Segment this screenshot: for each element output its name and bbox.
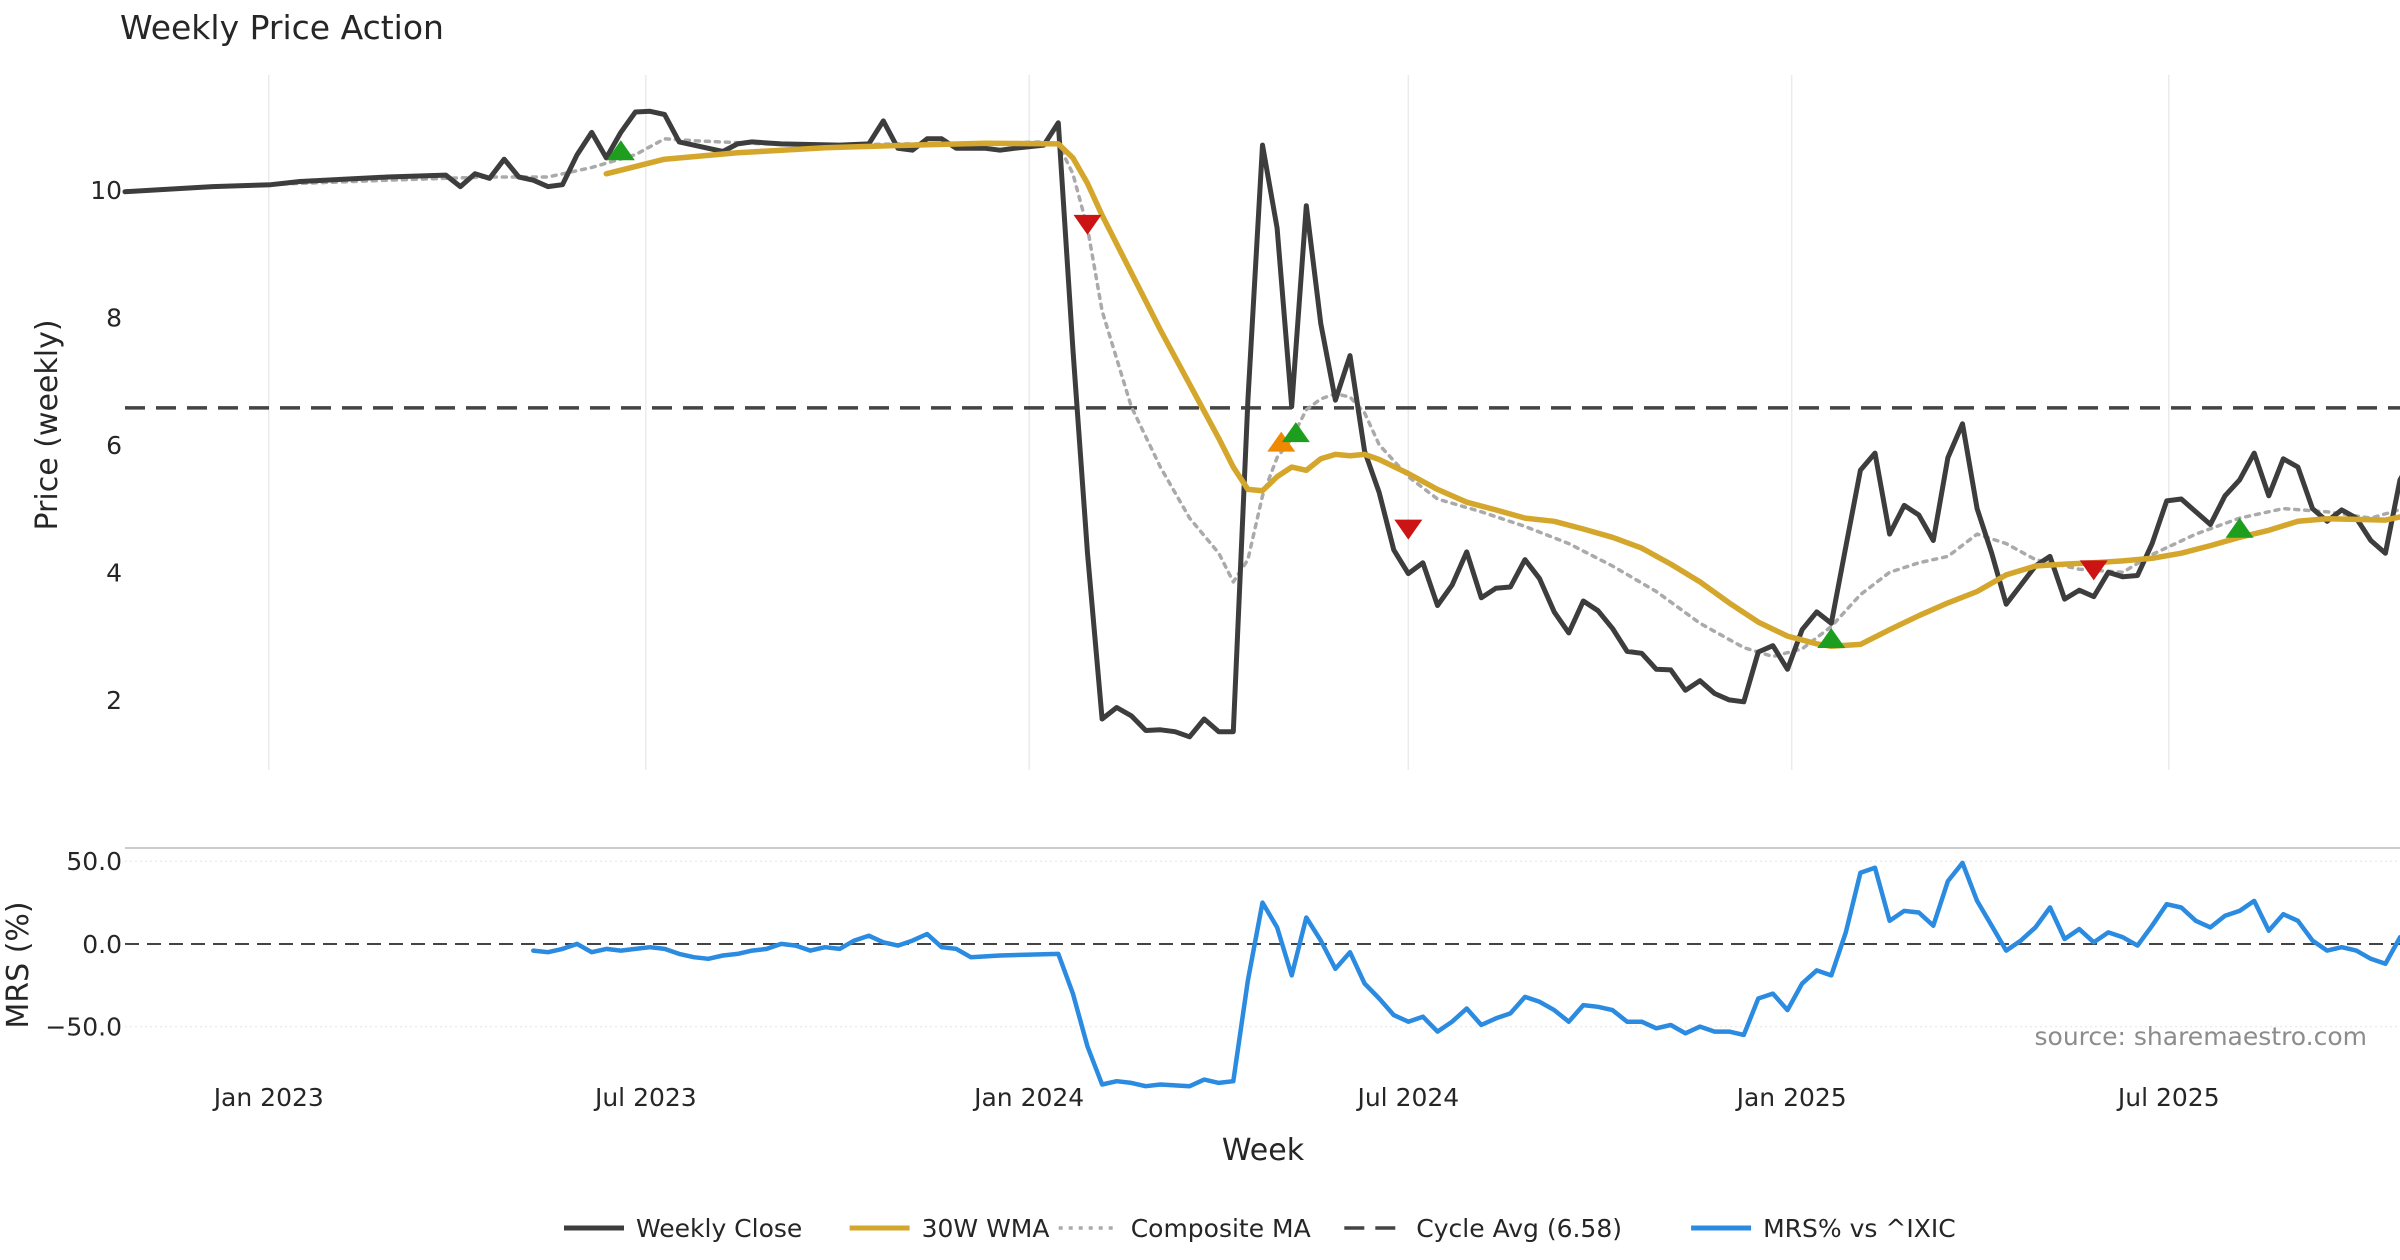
x-tick-label: Jul 2024: [1355, 1083, 1459, 1112]
x-tick-label: Jul 2025: [2116, 1083, 2220, 1112]
x-tick-label: Jan 2024: [972, 1083, 1084, 1112]
signal-sell-marker: [1073, 214, 1102, 235]
y-tick-labels: 2 4 6 8 10 50.0 0.0 −50.0: [45, 176, 122, 1042]
price-y-tick-label: 8: [106, 303, 122, 332]
series-mrs-vs-ixic: [531, 860, 2400, 1089]
signal-buy-marker: [1281, 422, 1310, 443]
x-tick-label: Jul 2023: [593, 1083, 697, 1112]
x-tick-label: Jan 2025: [1735, 1083, 1847, 1112]
legend-label: 30W WMA: [922, 1214, 1050, 1243]
signal-buy-marker: [2225, 517, 2254, 538]
legend-item-composite-ma: Composite MA: [1058, 1214, 1311, 1243]
legend-item-mrs-vs-ixic: MRS% vs ^IXIC: [1691, 1214, 1956, 1243]
signal-buy-marker: [1267, 431, 1296, 452]
price-y-tick-label: 10: [90, 176, 122, 205]
legend-item-30w-wma: 30W WMA: [849, 1214, 1050, 1243]
x-axis-label: Week: [1222, 1133, 1305, 1168]
price-y-tick-label: 6: [106, 431, 122, 460]
series-30w-wma: [603, 140, 2400, 650]
x-tick-labels: Jan 2023 Jul 2023 Jan 2024 Jul 2024 Jan 2025…: [212, 1083, 2220, 1112]
legend-label: Composite MA: [1131, 1214, 1311, 1243]
signal-buy-marker: [1817, 628, 1846, 649]
mrs-y-tick-label: 0.0: [82, 930, 122, 959]
chart-title: Weekly Price Action: [120, 8, 444, 47]
legend-item-weekly-close: Weekly Close: [564, 1214, 802, 1243]
legend-label: MRS% vs ^IXIC: [1763, 1214, 1956, 1243]
price-grid: [268, 75, 2170, 770]
mrs-grid: [125, 847, 2400, 1028]
signal-sell-marker: [2079, 560, 2108, 581]
price-y-axis-label: Price (weekly): [30, 319, 65, 530]
series-layer: [122, 108, 2400, 1089]
legend-item-cycle-avg-6-58: Cycle Avg (6.58): [1344, 1214, 1622, 1243]
legend-label: Weekly Close: [636, 1214, 802, 1243]
mrs-y-tick-label: −50.0: [45, 1013, 122, 1042]
signal-sell-marker: [1394, 519, 1423, 540]
series-weekly-close: [122, 108, 2400, 740]
legend: Weekly Close 30W WMA Composite MA Cycle Avg…: [564, 1214, 1956, 1243]
mrs-y-tick-label: 50.0: [66, 847, 122, 876]
x-tick-label: Jan 2023: [212, 1083, 324, 1112]
signal-buy-marker: [606, 140, 635, 161]
price-y-tick-label: 4: [106, 558, 122, 587]
price-y-tick-label: 2: [106, 686, 122, 715]
source-note: source: sharemaestro.com: [2035, 1022, 2368, 1051]
legend-label: Cycle Avg (6.58): [1416, 1214, 1622, 1243]
signal-layer: [606, 140, 2254, 649]
mrs-y-axis-label: MRS (%): [1, 901, 36, 1028]
